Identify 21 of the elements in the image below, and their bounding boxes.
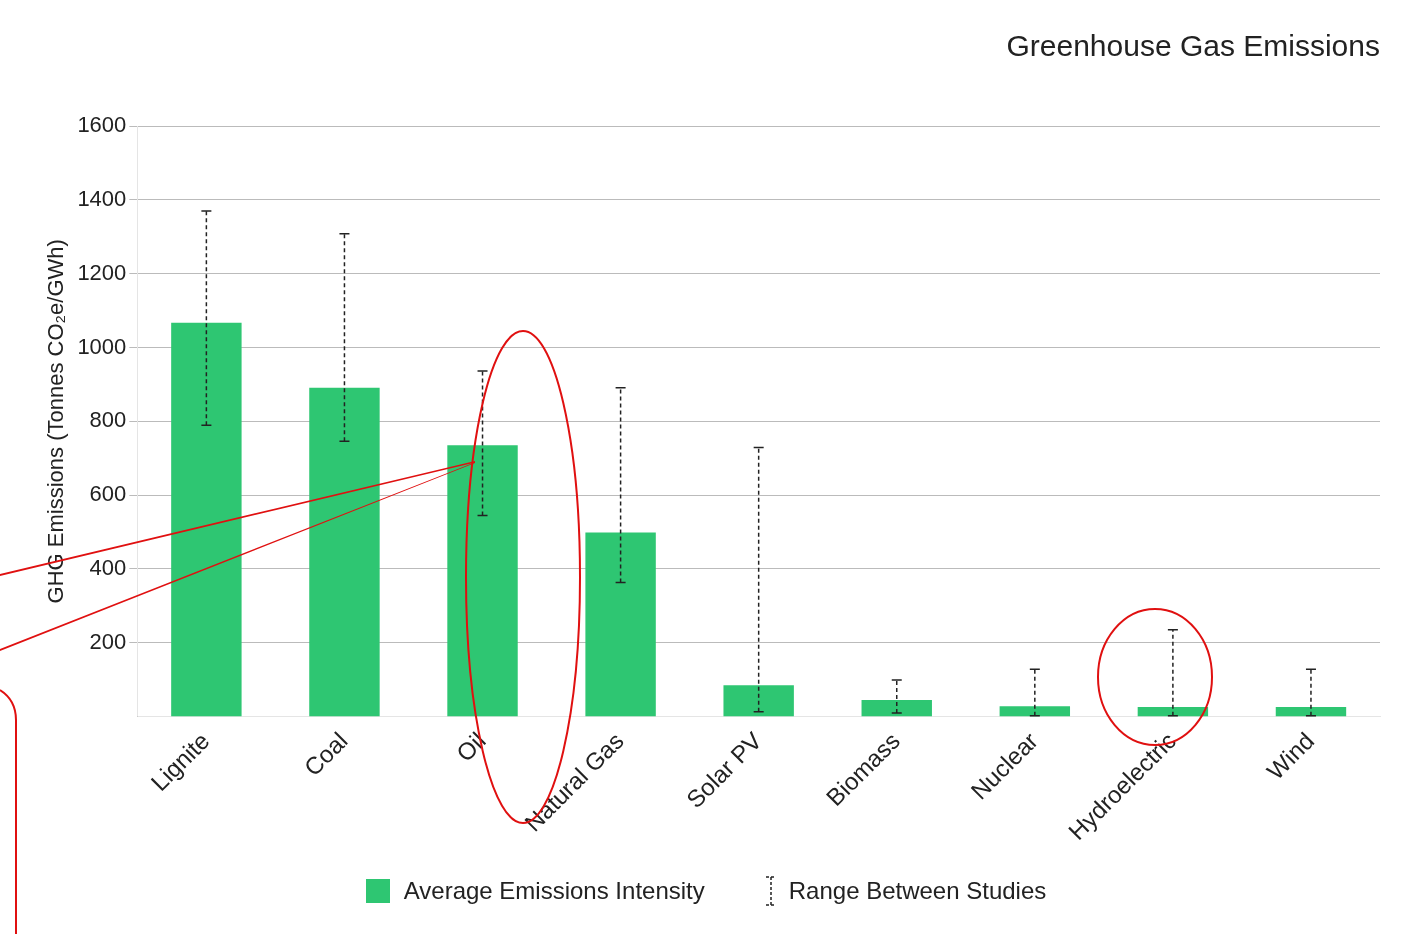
y-tick-label: 800 — [89, 407, 127, 433]
y-tick-label: 1000 — [77, 333, 127, 359]
y-tick-label: 600 — [89, 481, 127, 507]
legend-label: Average Emissions Intensity — [403, 877, 705, 905]
y-tick-label: 200 — [89, 628, 127, 654]
y-tick-label: 1200 — [77, 259, 127, 285]
y-tick-label: 400 — [89, 555, 127, 581]
y-tick-label: 1400 — [77, 185, 127, 211]
bar — [1275, 707, 1347, 717]
bar — [447, 445, 518, 717]
y-tick-label: 1600 — [77, 112, 127, 138]
y-axis-title: GHG Emissions (Tonnes CO₂e/GWh) — [43, 239, 69, 604]
bar — [861, 700, 932, 717]
chart-title: Greenhouse Gas Emissions — [1006, 29, 1380, 63]
bar — [585, 532, 656, 717]
bar — [171, 322, 242, 717]
bar — [723, 685, 794, 717]
x-tick-label: Oil — [450, 726, 491, 767]
text: Range Between Studies — [788, 877, 1047, 905]
bar — [999, 706, 1071, 717]
bar — [309, 387, 380, 717]
